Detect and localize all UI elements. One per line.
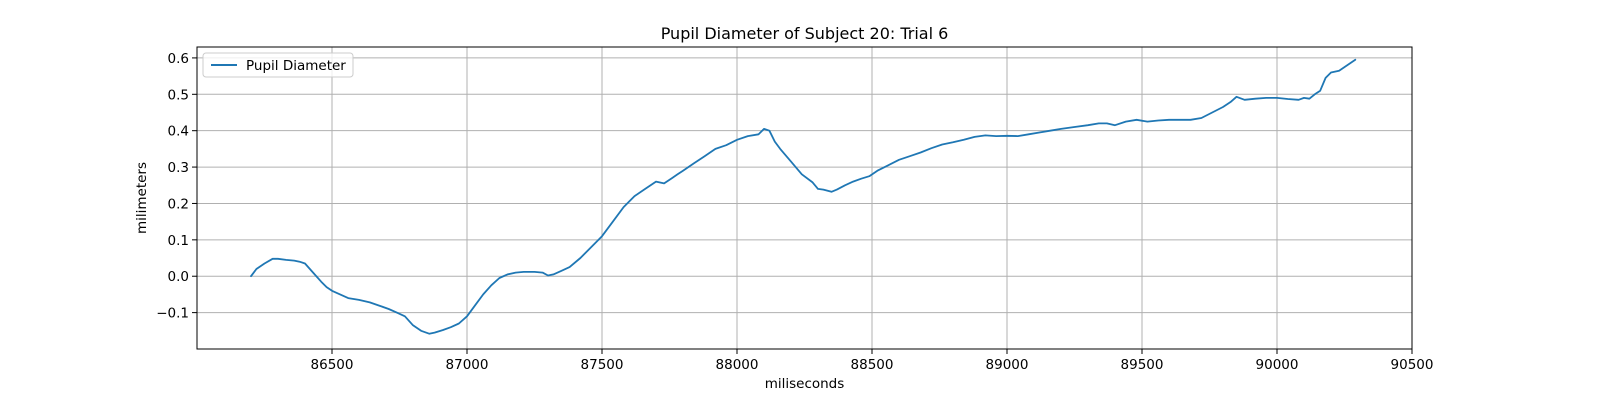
- legend: Pupil Diameter: [202, 52, 354, 78]
- y-tick-label: 0.3: [168, 160, 189, 176]
- y-tick-label: 0.5: [168, 87, 189, 103]
- x-tick-label: 88500: [851, 357, 894, 373]
- series-layer: [250, 58, 1357, 335]
- x-axis-label: miliseconds: [765, 376, 845, 392]
- y-tick-label: 0.0: [168, 269, 189, 285]
- chart-title: Pupil Diameter of Subject 20: Trial 6: [661, 24, 949, 43]
- y-tick-label: 0.4: [168, 124, 189, 140]
- x-tick-label: 87000: [446, 357, 489, 373]
- plot-frame: [196, 46, 1413, 350]
- x-tick-label: 89500: [1121, 357, 1164, 373]
- x-axis-ticks: 86500 87000 87500 88000 88500 89000 89500 90000…: [311, 349, 1434, 373]
- x-tick-label: 86500: [311, 357, 354, 373]
- grid-lines: [197, 47, 1412, 349]
- legend-box: [202, 52, 354, 78]
- y-axis-label: milimeters: [134, 162, 150, 234]
- x-tick-label: 87500: [581, 357, 624, 373]
- x-tick-label: 90500: [1391, 357, 1434, 373]
- y-tick-label: 0.2: [168, 196, 189, 212]
- x-tick-label: 89000: [986, 357, 1029, 373]
- y-tick-label: 0.6: [168, 51, 189, 67]
- series-line-pupil-diameter: [250, 58, 1357, 335]
- x-tick-label: 90000: [1256, 357, 1299, 373]
- y-axis-ticks: −0.1 0.0 0.1 0.2 0.3 0.4 0.5 0.6: [156, 51, 197, 322]
- y-tick-label: 0.1: [168, 233, 189, 249]
- x-tick-label: 88000: [716, 357, 759, 373]
- legend-label-pupil-diameter: Pupil Diameter: [246, 58, 346, 74]
- y-tick-label: −0.1: [156, 306, 189, 322]
